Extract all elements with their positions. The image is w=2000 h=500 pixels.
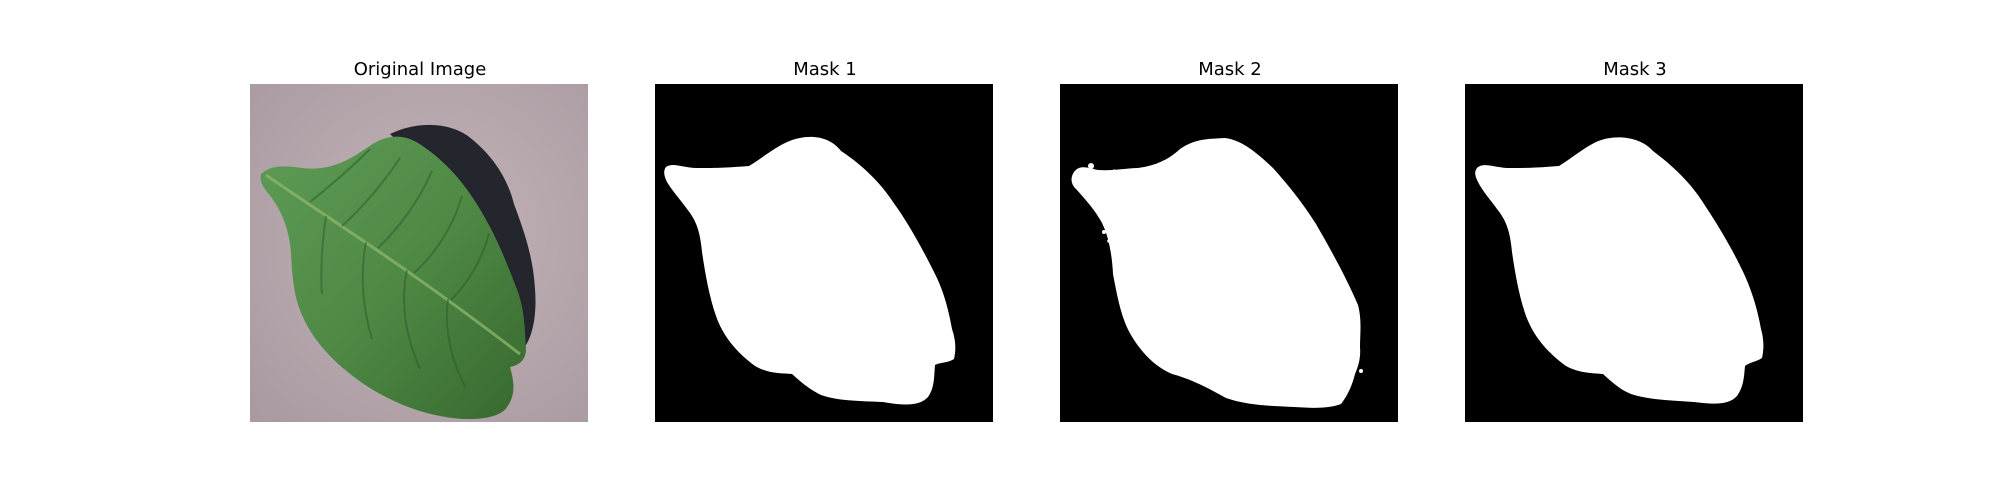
mask-1-image — [655, 84, 993, 422]
mask-2-foreground — [1071, 138, 1361, 408]
mask-2-title: Mask 2 — [1198, 59, 1262, 80]
mask-2-panel: Mask 2 — [1060, 57, 1400, 422]
mask-3-title: Mask 3 — [1603, 59, 1667, 80]
original-image-title: Original Image — [353, 59, 487, 80]
original-image-panel: Original Image — [250, 57, 590, 422]
mask-1-panel: Mask 1 — [655, 57, 995, 422]
leaf-midrib — [265, 173, 521, 356]
mask-3-foreground — [1475, 137, 1764, 404]
mask-1-title: Mask 1 — [793, 59, 857, 80]
mask-3-image — [1465, 84, 1803, 422]
mask-1-foreground — [664, 136, 956, 405]
leaf-veins — [309, 148, 490, 389]
mask-3-panel: Mask 3 — [1465, 57, 1805, 422]
mask-2-edge-speckles — [1088, 163, 1363, 373]
original-leaf-image — [250, 84, 588, 422]
leaf-shape — [260, 136, 526, 419]
mask-2-image — [1060, 84, 1398, 422]
